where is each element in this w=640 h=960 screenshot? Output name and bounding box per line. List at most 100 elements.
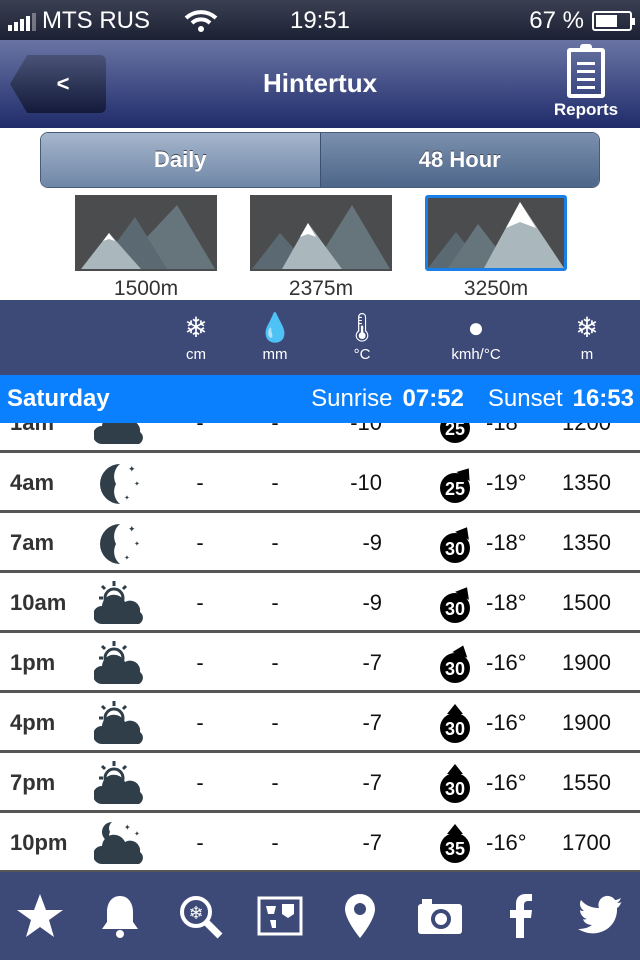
temperature-value: -7 bbox=[362, 710, 382, 735]
elevation-1500[interactable]: 1500m bbox=[75, 195, 217, 301]
windchill-value: -16° bbox=[486, 650, 527, 675]
windchill-value: -16° bbox=[486, 710, 527, 735]
windchill-value: -16° bbox=[486, 770, 527, 795]
wind-arrow-icon: 30 bbox=[437, 764, 473, 804]
favorites-star-icon[interactable] bbox=[8, 884, 72, 948]
snow-search-icon[interactable]: ❄ bbox=[168, 884, 232, 948]
row-time: 1pm bbox=[10, 650, 56, 675]
tab-48-hour[interactable]: 48 Hour bbox=[320, 133, 599, 187]
freezing-level-value: 1900 bbox=[562, 710, 611, 735]
row-time: 7pm bbox=[10, 770, 56, 795]
forecast-list[interactable]: 1am - - -10 25 -18° 12004am ✦✦✦ - - -10 … bbox=[0, 423, 640, 872]
snowfall-icon: ❄ bbox=[184, 312, 208, 343]
day-name: Saturday bbox=[7, 385, 110, 412]
unit-snow: ❄ cm bbox=[156, 310, 236, 363]
wind-speed: 25 bbox=[445, 479, 465, 499]
windchill-value: -18° bbox=[486, 530, 527, 555]
freezing-level-value: 1900 bbox=[562, 650, 611, 675]
wind-arrow-icon: 30 bbox=[437, 704, 473, 744]
alerts-bell-icon[interactable] bbox=[88, 884, 152, 948]
temperature-value: -10 bbox=[330, 423, 382, 436]
weather-partly-cloudy-icon bbox=[93, 758, 146, 808]
elevation-3250[interactable]: 3250m bbox=[425, 195, 567, 301]
temperature-value: -10 bbox=[350, 470, 382, 495]
svg-text:❄: ❄ bbox=[188, 903, 203, 923]
elevation-label: 2375m bbox=[288, 277, 354, 300]
forecast-segmented-control: Daily 48 Hour bbox=[40, 132, 600, 188]
temperature-value: -7 bbox=[362, 830, 382, 855]
freezing-level-value: 1350 bbox=[562, 470, 611, 495]
windchill-value: -18° bbox=[486, 423, 527, 436]
snowfall-value: - bbox=[196, 770, 204, 795]
windchill-value: -18° bbox=[486, 590, 527, 615]
carrier: MTS RUS bbox=[42, 7, 150, 34]
svg-text:✦: ✦ bbox=[128, 464, 136, 474]
unit-temp: 🌡 °C bbox=[322, 310, 402, 363]
svg-text:✦: ✦ bbox=[124, 494, 130, 502]
weather-partly-cloudy-icon bbox=[93, 578, 146, 628]
rain-value: - bbox=[271, 830, 279, 855]
tab-bar: ❄ bbox=[0, 872, 640, 960]
status-bar: MTS RUS 19:51 67 % bbox=[0, 0, 640, 40]
row-time: 1am bbox=[10, 423, 54, 436]
mountain-icon bbox=[75, 195, 217, 271]
rain-value: - bbox=[271, 470, 279, 495]
temperature-value: -7 bbox=[362, 650, 382, 675]
wind-arrow-icon: 35 bbox=[437, 824, 473, 864]
weather-moon-icon: ✦ ✦ ✦ bbox=[94, 518, 146, 568]
wind-icon: ● bbox=[467, 312, 485, 343]
wind-speed: 35 bbox=[445, 839, 465, 859]
day-header: Saturday Sunrise 07:52 Sunset 16:53 bbox=[0, 375, 640, 423]
windchill-value: -19° bbox=[486, 470, 527, 495]
table-row: 1pm - - -7 30 -16° 1900 bbox=[0, 633, 640, 693]
wind-speed: 30 bbox=[445, 659, 465, 679]
svg-text:✦: ✦ bbox=[124, 823, 131, 832]
rain-value: - bbox=[271, 770, 279, 795]
elevation-2375[interactable]: 2375m bbox=[250, 195, 392, 301]
row-time: 10pm bbox=[10, 830, 68, 855]
weather-partly-cloudy-icon bbox=[93, 638, 146, 688]
location-pin-icon[interactable] bbox=[328, 884, 392, 948]
freezing-level-value: 1200 bbox=[562, 423, 611, 436]
camera-icon[interactable] bbox=[408, 884, 472, 948]
snowfall-value: - bbox=[196, 830, 204, 855]
snowfall-value: - bbox=[196, 590, 204, 615]
table-row: 7pm - - -7 30 -16° 1550 bbox=[0, 753, 640, 813]
wind-arrow-icon: 30 bbox=[437, 584, 473, 624]
svg-text:✦: ✦ bbox=[134, 830, 140, 838]
temperature-value: -9 bbox=[362, 590, 382, 615]
wind-arrow-icon: 25 bbox=[437, 464, 473, 504]
temperature-value: -7 bbox=[362, 770, 382, 795]
rain-value: - bbox=[265, 423, 285, 436]
wind-speed: 30 bbox=[445, 539, 465, 559]
unit-label: °C bbox=[353, 346, 371, 363]
back-button[interactable]: < bbox=[10, 55, 106, 113]
snowfall-value: - bbox=[196, 710, 204, 735]
rain-value: - bbox=[271, 590, 279, 615]
world-map-icon[interactable] bbox=[248, 884, 312, 948]
sunset-time: 16:53 bbox=[572, 385, 634, 412]
svg-text:✦: ✦ bbox=[134, 480, 140, 488]
reports-button[interactable]: Reports bbox=[546, 44, 626, 120]
twitter-icon[interactable] bbox=[568, 884, 632, 948]
unit-label: cm bbox=[186, 346, 206, 363]
table-row: 4pm - - -7 30 -16° 1900 bbox=[0, 693, 640, 753]
tab-daily[interactable]: Daily bbox=[41, 133, 321, 187]
wind-speed: 30 bbox=[445, 719, 465, 739]
table-row: 4am ✦ ✦ ✦ - - -10 25 -19° 1350 bbox=[0, 453, 640, 513]
table-row: 10am - - -9 30 -18° 1500 bbox=[0, 573, 640, 633]
wind-arrow-icon: 25 bbox=[437, 423, 473, 444]
sunrise-label: Sunrise bbox=[311, 385, 393, 412]
facebook-icon[interactable] bbox=[488, 884, 552, 948]
table-row: 1am - - -10 25 -18° 1200 bbox=[0, 423, 640, 453]
freezing-level-value: 1350 bbox=[562, 530, 611, 555]
wifi-icon bbox=[184, 10, 218, 32]
row-time: 4am bbox=[10, 470, 55, 495]
mountain-icon bbox=[250, 195, 392, 271]
weather-moon-icon: ✦ ✦ ✦ bbox=[94, 458, 146, 508]
weather-partly-cloudy-icon bbox=[93, 698, 146, 748]
rain-value: - bbox=[271, 710, 279, 735]
rain-drops-icon: 💧 bbox=[257, 312, 293, 343]
row-time: 4pm bbox=[10, 710, 56, 735]
unit-label: mm bbox=[262, 346, 288, 363]
